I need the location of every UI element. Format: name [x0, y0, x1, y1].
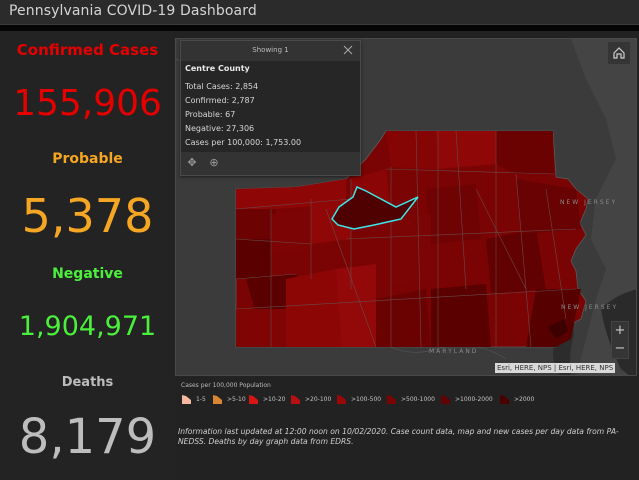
zoom-out-button[interactable]: − — [614, 341, 626, 356]
map-legend: Cases per 100,000 Population 1-5 >5-10 >… — [175, 378, 637, 414]
negative-value: 1,904,971 — [18, 311, 157, 342]
zoom-control: + − — [611, 321, 629, 359]
probable-label: Probable — [52, 151, 123, 167]
zoom-in-button[interactable]: + — [614, 323, 626, 338]
pan-icon[interactable]: ✥ — [187, 156, 197, 169]
legend-swatch-icon — [213, 395, 222, 404]
header-divider — [0, 25, 639, 31]
legend-swatch-icon — [387, 395, 396, 404]
legend-label: >100-500 — [351, 396, 382, 403]
legend-swatch-icon — [441, 395, 450, 404]
probable-value: 5,378 — [21, 189, 154, 243]
home-icon — [613, 47, 625, 59]
dashboard-header: Pennsylvania COVID-19 Dashboard — [0, 0, 639, 25]
zoom-to-icon[interactable]: ⊕ — [209, 156, 219, 169]
map-attribution: Esri, HERE, NPS | Esri, HERE, NPS — [495, 363, 616, 373]
confirmed-value: 155,906 — [13, 83, 162, 124]
confirmed-label: Confirmed Cases — [16, 41, 159, 59]
legend-swatch-icon — [291, 395, 300, 404]
popup-showing-count: Showing 1 — [252, 46, 289, 54]
county-popup: Showing 1 Centre County Total Cases: 2,8… — [180, 40, 361, 176]
legend-swatch-icon — [182, 395, 191, 404]
legend-label: 1-5 — [196, 396, 206, 403]
legend-label: >2000 — [514, 396, 535, 403]
popup-total-cases: Total Cases: 2,854 — [185, 82, 259, 91]
legend-title: Cases per 100,000 Population — [181, 382, 271, 389]
popup-title: Centre County — [185, 64, 250, 73]
legend-swatch-icon — [500, 395, 509, 404]
data-source-info: Information last updated at 12:00 noon o… — [178, 427, 619, 446]
stats-panel: Confirmed Cases 155,906 Probable 5,378 N… — [0, 31, 175, 480]
close-icon — [343, 45, 353, 55]
negative-label: Negative — [52, 266, 123, 282]
popup-cases-per-100k: Cases per 100,000: 1,753.00 — [185, 138, 302, 147]
map-view[interactable]: NEW JERSEY NEW JERSEY MARYLAND — [175, 38, 637, 376]
dashboard-title: Pennsylvania COVID-19 Dashboard — [9, 3, 257, 19]
map-label-maryland: MARYLAND — [429, 348, 479, 355]
popup-negative: Negative: 27,306 — [185, 124, 255, 133]
map-label-new-jersey-bottom: NEW JERSEY — [561, 304, 619, 311]
home-button[interactable] — [608, 42, 630, 64]
popup-footer: ✥ ⊕ — [181, 152, 360, 175]
popup-header: Showing 1 — [181, 41, 360, 61]
legend-label: >1000-2000 — [455, 396, 493, 403]
legend-label: >20-100 — [305, 396, 332, 403]
popup-confirmed: Confirmed: 2,787 — [185, 96, 255, 105]
legend-label: >500-1000 — [401, 396, 435, 403]
map-label-new-jersey-top: NEW JERSEY — [560, 199, 618, 206]
legend-label: >10-20 — [263, 396, 286, 403]
popup-probable: Probable: 67 — [185, 110, 236, 119]
popup-close-button[interactable] — [341, 43, 355, 57]
pennsylvania-county-map[interactable] — [176, 39, 637, 376]
legend-label: >5-10 — [227, 396, 246, 403]
legend-swatch-icon — [249, 395, 258, 404]
legend-swatch-icon — [337, 395, 346, 404]
deaths-value: 8,179 — [18, 409, 157, 465]
deaths-label: Deaths — [61, 375, 114, 390]
centre-county-highlight[interactable] — [331, 185, 419, 230]
